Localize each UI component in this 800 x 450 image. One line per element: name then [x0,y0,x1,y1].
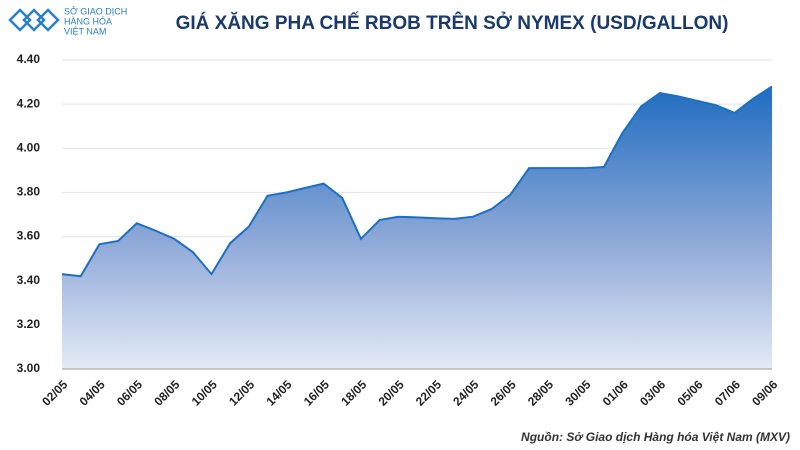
x-tick-label: 05/06 [674,377,705,408]
logo-text: VIỆT NAM [64,26,106,36]
x-tick-label: 01/06 [600,377,631,408]
area [62,86,772,369]
x-tick-label: 12/05 [226,377,257,408]
x-tick-label: 28/05 [525,377,556,408]
chart-title: GIÁ XĂNG PHA CHẾ RBOB TRÊN SỞ NYMEX (USD… [176,12,729,34]
y-tick-label: 3.00 [17,361,41,375]
x-tick-label: 24/05 [450,377,481,408]
x-tick-label: 06/05 [114,377,145,408]
x-tick-label: 10/05 [189,377,220,408]
x-tick-label: 14/05 [263,377,294,408]
source: Nguồn: Sở Giao dịch Hàng hóa Việt Nam (M… [521,430,790,444]
x-tick-label: 22/05 [413,377,444,408]
x-tick-label: 16/05 [301,377,332,408]
x-tick-label: 26/05 [488,377,519,408]
x-tick-label: 30/05 [562,377,593,408]
logo-text: SỞ GIAO DỊCH [64,5,127,16]
x-tick-label: 03/06 [637,377,668,408]
x-tick-label: 02/05 [39,377,70,408]
y-tick-label: 4.20 [17,96,41,110]
line [61,85,773,278]
x-tick-label: 07/06 [712,377,743,408]
x-tick-label: 20/05 [376,377,407,408]
x-tick-label: 08/05 [151,377,182,408]
x-tick-label: 09/06 [749,377,780,408]
y-tick-label: 3.60 [17,229,41,243]
logo-text: HÀNG HÓA [64,16,112,26]
y-tick-label: 4.00 [17,140,41,154]
x-tick-label: 18/05 [338,377,369,408]
y-tick-label: 3.40 [17,273,41,287]
x-tick-label: 04/05 [77,377,108,408]
logo: SỞ GIAO DỊCH HÀNG HÓA VIỆT NAM [8,5,127,36]
y-tick-label: 3.80 [17,185,41,199]
y-tick-label: 4.40 [17,52,41,66]
y-tick-label: 3.20 [17,317,41,331]
